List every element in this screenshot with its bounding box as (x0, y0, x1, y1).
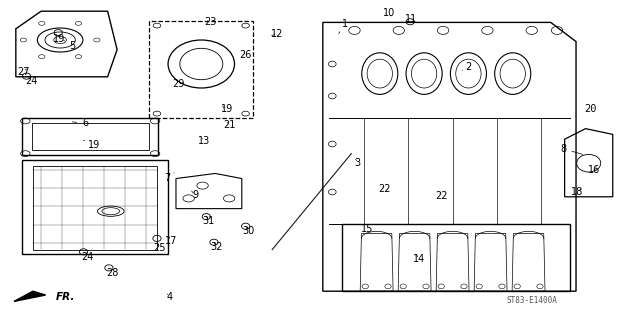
Text: 11: 11 (405, 14, 418, 24)
Text: 26: 26 (239, 50, 252, 60)
Text: FR.: FR. (56, 292, 75, 302)
Bar (149, 21, 253, 118)
Text: 1: 1 (339, 19, 348, 34)
Text: 9: 9 (192, 190, 198, 200)
Text: 18: 18 (571, 187, 584, 197)
Text: 4: 4 (166, 292, 173, 302)
Text: 21: 21 (223, 120, 235, 131)
Text: ST83-E1400A: ST83-E1400A (506, 296, 557, 305)
Text: 16: 16 (587, 164, 600, 175)
Text: 3: 3 (354, 158, 361, 168)
Polygon shape (14, 291, 46, 301)
Text: 24: 24 (81, 252, 94, 262)
Text: 13: 13 (197, 136, 210, 147)
Text: 19: 19 (84, 140, 100, 150)
Text: 8: 8 (560, 144, 583, 155)
Bar (22, 160, 168, 254)
Text: 29: 29 (172, 79, 185, 89)
Text: 2: 2 (462, 62, 472, 72)
Text: 12: 12 (271, 28, 284, 39)
Text: 19: 19 (220, 104, 233, 115)
Text: 22: 22 (436, 191, 448, 201)
Bar (33, 166, 157, 250)
Text: 19: 19 (53, 34, 66, 44)
Text: 23: 23 (204, 17, 217, 28)
Text: 28: 28 (106, 268, 119, 278)
Text: 24: 24 (25, 76, 38, 86)
Text: 17: 17 (165, 236, 177, 246)
Text: 5: 5 (63, 40, 76, 52)
Bar (32, 123, 149, 150)
Text: 7: 7 (165, 172, 174, 183)
Text: 14: 14 (413, 254, 425, 264)
Text: 6: 6 (72, 118, 89, 128)
Text: 30: 30 (242, 226, 254, 236)
Bar (22, 118, 158, 155)
Text: 22: 22 (379, 184, 391, 195)
Text: 25: 25 (153, 243, 166, 253)
Text: 10: 10 (383, 8, 396, 18)
Text: 32: 32 (210, 242, 223, 252)
Text: 20: 20 (584, 104, 596, 114)
Text: 31: 31 (203, 216, 215, 227)
Text: 27: 27 (17, 67, 30, 77)
Text: 15: 15 (361, 224, 373, 234)
